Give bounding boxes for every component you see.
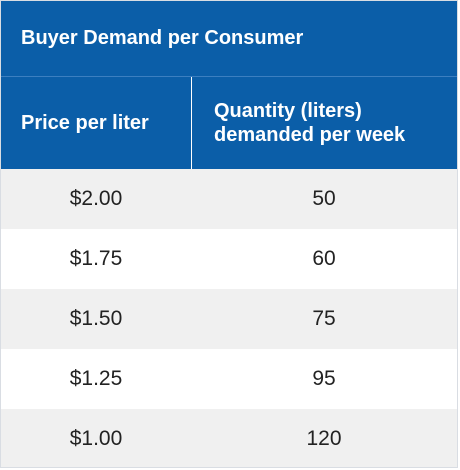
table-row: $2.00 50 bbox=[1, 169, 457, 229]
quantity-cell: 75 bbox=[312, 307, 336, 330]
price-cell: $1.00 bbox=[69, 427, 123, 450]
quantity-cell: 60 bbox=[312, 247, 336, 270]
header-quantity-line1: Quantity (liters) bbox=[214, 100, 362, 122]
table-row: $1.25 95 bbox=[1, 349, 457, 409]
header-quantity-line2: demanded per week bbox=[214, 124, 406, 146]
table-row: $1.50 75 bbox=[1, 289, 457, 349]
table-title: Buyer Demand per Consumer bbox=[1, 1, 457, 77]
quantity-cell: 120 bbox=[306, 427, 342, 450]
table-row: $1.00 120 bbox=[1, 409, 457, 467]
price-cell: $1.50 bbox=[69, 307, 123, 330]
header-row: Price per liter Quantity (liters) demand… bbox=[1, 77, 457, 169]
price-cell: $1.25 bbox=[69, 367, 123, 390]
price-cell: $2.00 bbox=[69, 187, 123, 210]
table-row: $1.75 60 bbox=[1, 229, 457, 289]
quantity-cell: 95 bbox=[312, 367, 336, 390]
quantity-cell: 50 bbox=[312, 187, 336, 210]
price-cell: $1.75 bbox=[69, 247, 123, 270]
header-price: Price per liter bbox=[21, 112, 149, 134]
header-quantity: Quantity (liters) demanded per week bbox=[191, 77, 457, 169]
